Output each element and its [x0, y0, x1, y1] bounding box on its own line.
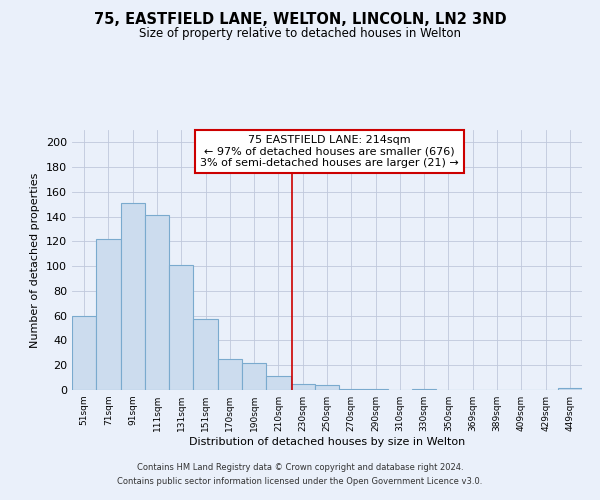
Bar [364, 389, 388, 390]
Bar [121, 203, 145, 390]
Bar [242, 363, 266, 390]
Text: Size of property relative to detached houses in Welton: Size of property relative to detached ho… [139, 28, 461, 40]
Bar [412, 389, 436, 390]
Bar [558, 388, 582, 390]
Text: 75, EASTFIELD LANE, WELTON, LINCOLN, LN2 3ND: 75, EASTFIELD LANE, WELTON, LINCOLN, LN2… [94, 12, 506, 28]
Bar [315, 385, 339, 390]
Bar [145, 216, 169, 390]
Text: Contains public sector information licensed under the Open Government Licence v3: Contains public sector information licen… [118, 477, 482, 486]
Bar [96, 239, 121, 390]
Bar [290, 384, 315, 390]
Bar [72, 316, 96, 390]
Text: Contains HM Land Registry data © Crown copyright and database right 2024.: Contains HM Land Registry data © Crown c… [137, 464, 463, 472]
Bar [339, 389, 364, 390]
Y-axis label: Number of detached properties: Number of detached properties [31, 172, 40, 348]
Bar [169, 265, 193, 390]
X-axis label: Distribution of detached houses by size in Welton: Distribution of detached houses by size … [189, 437, 465, 447]
Bar [218, 359, 242, 390]
Text: 75 EASTFIELD LANE: 214sqm
← 97% of detached houses are smaller (676)
3% of semi-: 75 EASTFIELD LANE: 214sqm ← 97% of detac… [200, 135, 459, 168]
Bar [193, 320, 218, 390]
Bar [266, 376, 290, 390]
